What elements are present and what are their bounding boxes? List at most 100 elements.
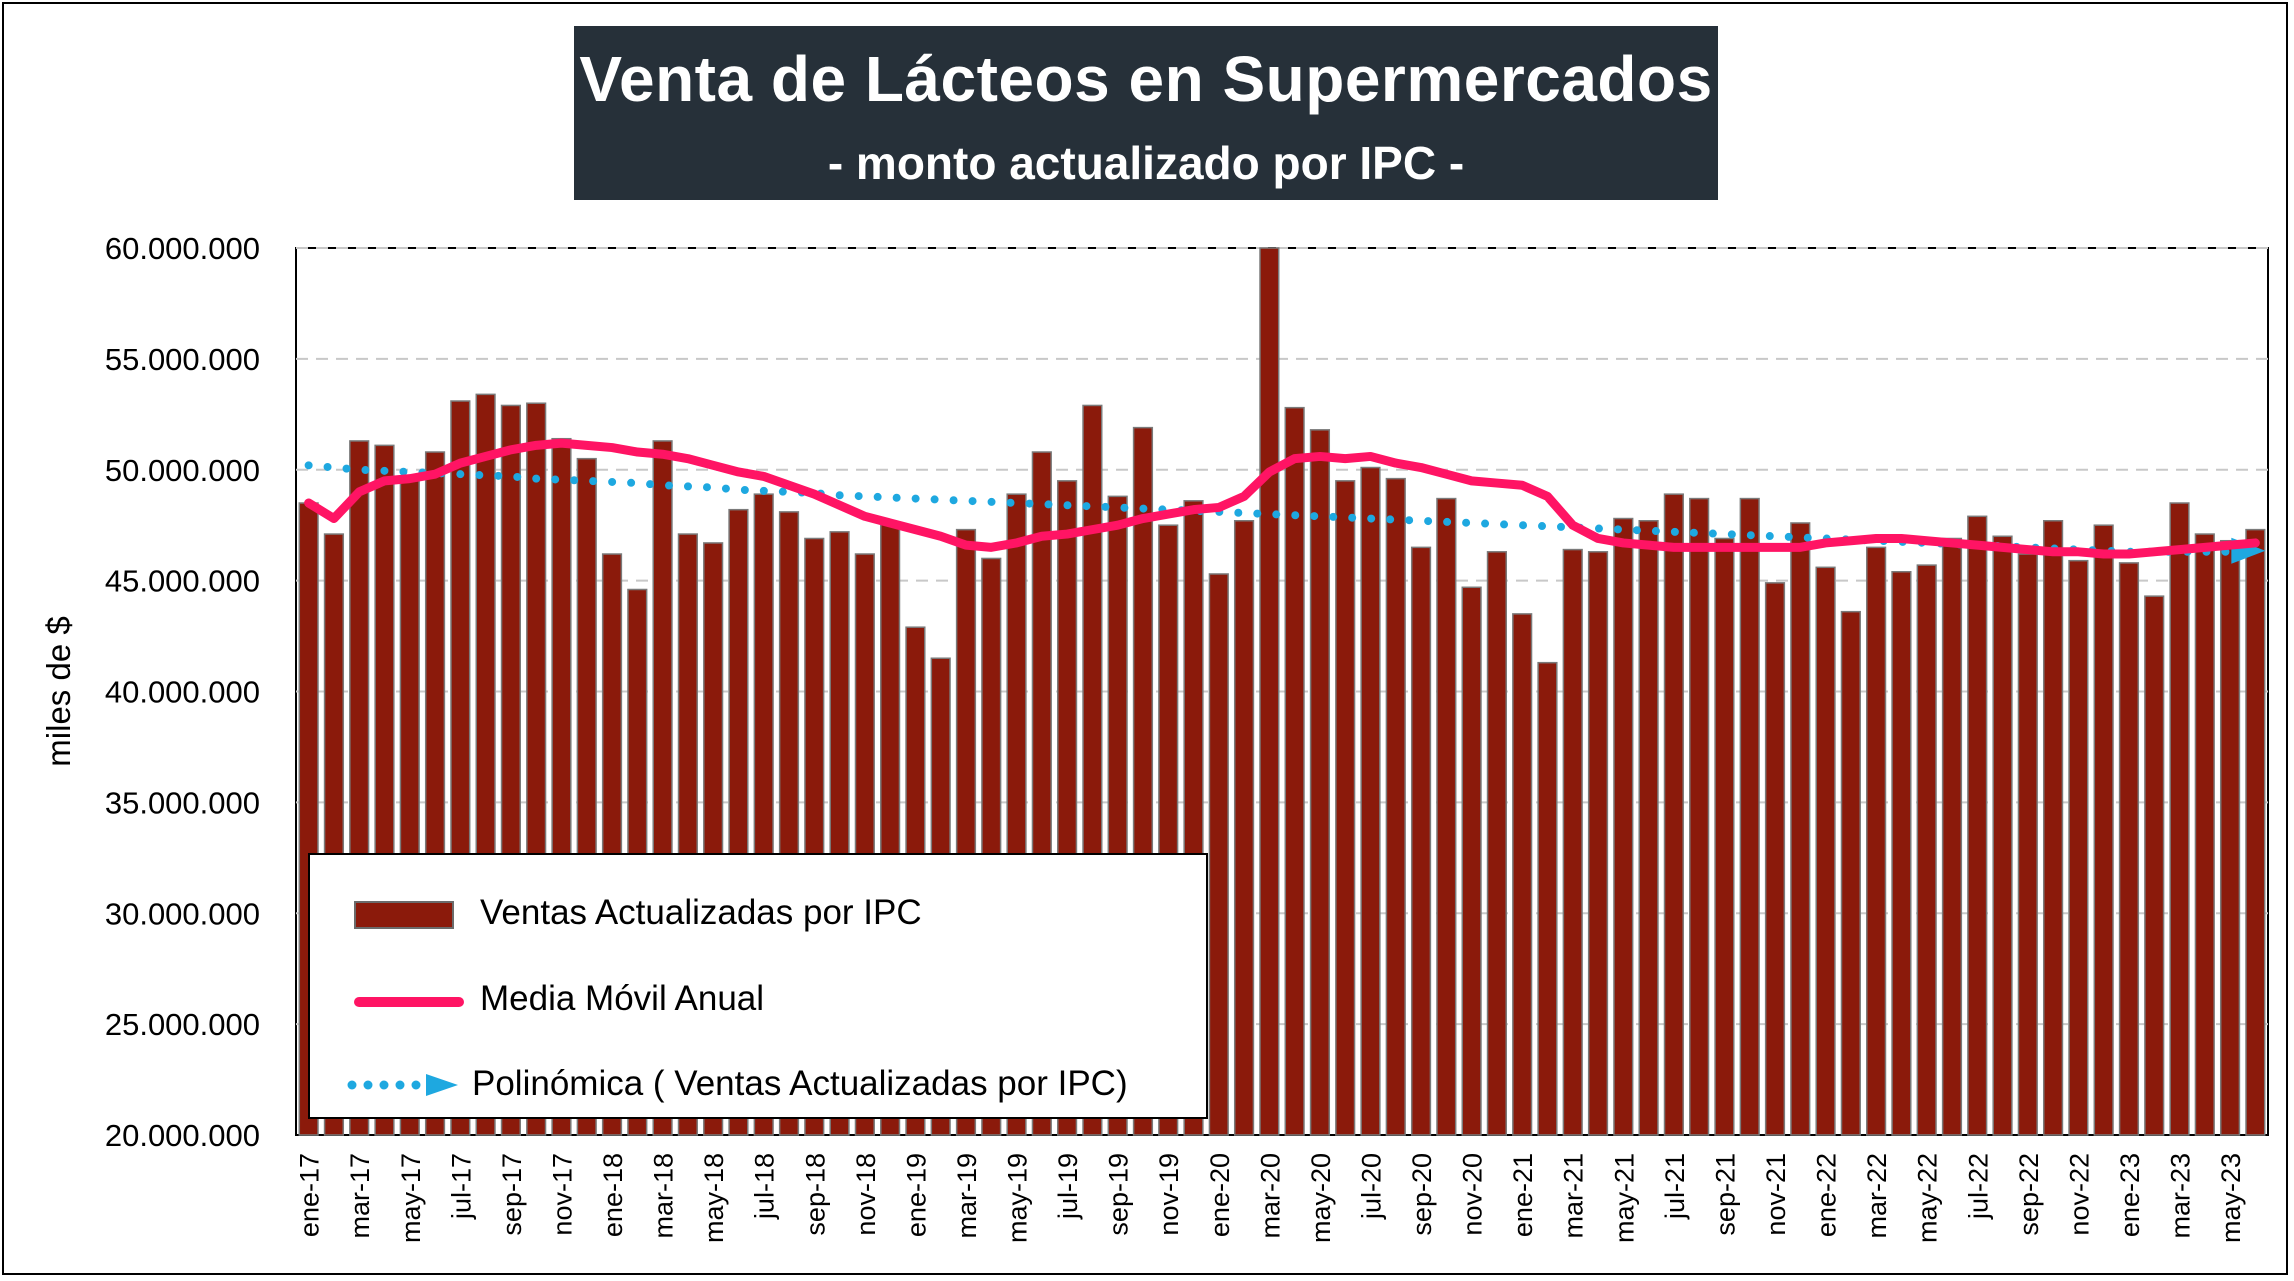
x-tick-label: nov-20 <box>1458 1153 1488 1236</box>
x-tick-label: sep-19 <box>1104 1153 1134 1236</box>
bar <box>2169 502 2190 1136</box>
y-tick-label: 60.000.000 <box>105 231 260 266</box>
chart-title: Venta de Lácteos en Supermercados <box>579 43 1713 115</box>
y-tick-label: 50.000.000 <box>105 453 260 488</box>
bar <box>1790 522 1811 1136</box>
y-axis-label: miles de $ <box>40 616 77 766</box>
bar <box>1208 573 1229 1136</box>
y-tick-label: 25.000.000 <box>105 1007 260 1042</box>
bar <box>1663 493 1684 1136</box>
x-tick-label: sep-21 <box>1710 1153 1740 1236</box>
y-tick-label: 35.000.000 <box>105 785 260 820</box>
bar <box>1866 546 1887 1136</box>
x-tick-label: may-23 <box>2216 1153 2246 1243</box>
x-tick-label: mar-23 <box>2166 1153 2196 1239</box>
bar <box>2144 595 2165 1136</box>
x-tick-label: may-21 <box>1609 1153 1639 1243</box>
bar <box>2194 533 2215 1136</box>
x-tick-label: nov-22 <box>2064 1153 2094 1236</box>
bar <box>2068 559 2089 1136</box>
x-tick-label: jul-22 <box>1963 1153 1993 1220</box>
bar <box>1941 537 1963 1136</box>
y-tick-label: 30.000.000 <box>105 896 260 931</box>
bar <box>1284 406 1305 1136</box>
bar <box>1967 515 1988 1136</box>
x-tick-label: mar-18 <box>649 1153 679 1239</box>
bar <box>1461 586 1482 1136</box>
legend-item-trend: Polinómica ( Ventas Actualizadas por IPC… <box>310 1050 1206 1110</box>
x-tick-label: jul-19 <box>1053 1153 1083 1220</box>
bar <box>1385 477 1406 1136</box>
bar <box>2118 562 2140 1136</box>
title-box: Venta de Lácteos en Supermercados - mont… <box>574 26 1718 200</box>
bar <box>1714 537 1735 1136</box>
legend-swatch-trend <box>347 1074 458 1096</box>
y-tick-label: 20.000.000 <box>105 1118 260 1153</box>
bar <box>1410 546 1432 1136</box>
x-tick-label: mar-22 <box>1862 1153 1892 1239</box>
x-tick-label: nov-21 <box>1761 1153 1791 1236</box>
x-tick-label: mar-21 <box>1559 1153 1589 1239</box>
bar <box>1638 520 1659 1136</box>
x-tick-label: jul-18 <box>750 1153 780 1220</box>
y-tick-label: 40.000.000 <box>105 675 260 710</box>
x-tick-label: ene-22 <box>1812 1153 1842 1237</box>
x-tick-label: ene-20 <box>1205 1153 1235 1237</box>
bar <box>1916 564 1937 1136</box>
bar <box>1233 520 1255 1136</box>
x-tick-label: mar-17 <box>345 1153 375 1239</box>
x-tick-label: nov-18 <box>851 1153 881 1236</box>
legend: Ventas Actualizadas por IPC Media Móvil … <box>308 853 1208 1119</box>
bar <box>1739 497 1760 1136</box>
x-tick-label: nov-19 <box>1154 1153 1184 1236</box>
x-tick-label: ene-21 <box>1508 1153 1538 1237</box>
bar <box>1436 497 1457 1136</box>
bar <box>1537 661 1558 1136</box>
y-tick-label: 45.000.000 <box>105 564 260 599</box>
bar <box>1587 551 1609 1136</box>
x-tick-label: ene-19 <box>901 1153 931 1237</box>
x-tick-label: jul-20 <box>1356 1153 1386 1220</box>
x-tick-label: may-19 <box>1003 1153 1033 1243</box>
bar <box>1764 582 1786 1136</box>
legend-swatch-bar <box>354 901 454 929</box>
bar <box>1512 613 1533 1136</box>
legend-label-bars: Ventas Actualizadas por IPC <box>480 893 922 932</box>
x-tick-label: sep-22 <box>2014 1153 2044 1236</box>
bar <box>1891 571 1912 1136</box>
y-tick-label: 55.000.000 <box>105 342 260 377</box>
bar <box>1259 247 1280 1136</box>
legend-label-moving-average: Media Móvil Anual <box>480 979 765 1018</box>
trend-line <box>304 461 2260 556</box>
bar <box>1562 548 1583 1136</box>
bar <box>1309 429 1331 1136</box>
x-tick-label: may-17 <box>396 1153 426 1243</box>
x-tick-label: ene-18 <box>598 1153 628 1237</box>
x-tick-label: may-18 <box>699 1153 729 1243</box>
x-tick-label: may-22 <box>1913 1153 1943 1243</box>
bar <box>2219 539 2241 1136</box>
bar <box>1486 551 1508 1136</box>
x-tick-label: jul-17 <box>446 1153 476 1220</box>
bar <box>1613 517 1634 1136</box>
x-tick-label: sep-17 <box>497 1153 527 1236</box>
x-tick-label: jul-21 <box>1660 1153 1690 1220</box>
chart-subtitle: - monto actualizado por IPC - <box>827 137 1465 189</box>
bar <box>1992 535 2013 1136</box>
bar <box>1689 497 1710 1136</box>
bar <box>1840 610 1861 1136</box>
x-tick-label: sep-20 <box>1407 1153 1437 1236</box>
x-tick-label: may-20 <box>1306 1153 1336 1243</box>
legend-item-moving-average: Media Móvil Anual <box>310 965 1206 1025</box>
bar <box>1335 480 1356 1136</box>
x-tick-label: mar-19 <box>952 1153 982 1239</box>
x-tick-label: mar-20 <box>1255 1153 1285 1239</box>
legend-label-trend: Polinómica ( Ventas Actualizadas por IPC… <box>472 1064 1128 1103</box>
bar <box>1815 566 1836 1136</box>
bar <box>2017 553 2038 1136</box>
legend-swatch-line <box>354 997 464 1007</box>
x-tick-label: nov-17 <box>547 1153 577 1236</box>
bar <box>2093 524 2114 1136</box>
bar <box>2042 520 2064 1136</box>
x-tick-label: sep-18 <box>800 1153 830 1236</box>
